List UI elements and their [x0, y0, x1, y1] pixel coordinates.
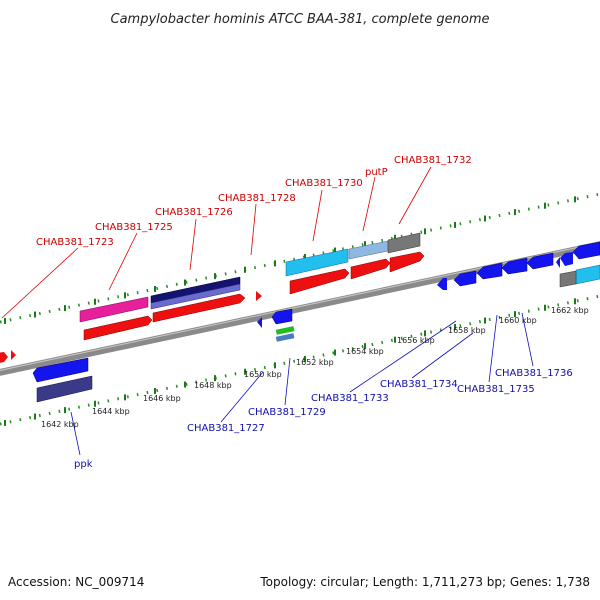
gene-arrow-red-left [0, 352, 8, 363]
gene-arrow-red-2 [152, 293, 246, 323]
gene-label-chab381-1734: CHAB381_1734 [380, 379, 458, 390]
gene-arrow-gray-right [559, 270, 577, 288]
scale-label: 1652 kbp [296, 358, 334, 367]
gene-label-ppk: ppk [74, 459, 93, 470]
scale-label: 1660 kbp [499, 316, 537, 325]
gene-arrow-blue-1 [32, 357, 89, 383]
scale-label: 1654 kbp [346, 347, 384, 356]
gene-arrow-red-left-small [11, 350, 16, 360]
gene-label-chab381-1736: CHAB381_1736 [495, 368, 573, 379]
major-ticks [4, 196, 576, 426]
reverse-leader-lines [70, 312, 534, 456]
gene-arrow-cyan [285, 248, 349, 277]
scale-labels: 1642 kbp 1644 kbp 1646 kbp 1648 kbp 1650… [41, 306, 589, 429]
gene-arrow-magenta [79, 296, 149, 323]
reverse-gene-labels: ppk CHAB381_1727 CHAB381_1729 CHAB381_17… [74, 368, 573, 470]
forward-strand-genes [0, 232, 425, 363]
gene-arrow-blue-7 [526, 252, 554, 270]
gene-arrow-blue-small [257, 317, 262, 328]
gene-arrow-blue-9 [560, 252, 573, 266]
gene-label-putp: putP [365, 167, 388, 178]
outer-tick-ring [0, 192, 600, 324]
topology-summary: Topology: circular; Length: 1,711,273 bp… [259, 575, 590, 589]
forward-gene-labels: CHAB381_1723 CHAB381_1725 CHAB381_1726 C… [36, 155, 472, 248]
gene-arrow-red-3 [289, 268, 350, 295]
gene-label-chab381-1725: CHAB381_1725 [95, 222, 173, 233]
gene-label-chab381-1726: CHAB381_1726 [155, 207, 233, 218]
reverse-strand-genes [32, 241, 600, 403]
gene-arrow-blue-8 [556, 257, 560, 268]
gene-label-chab381-1723: CHAB381_1723 [36, 237, 114, 248]
gene-arrow-cyan-right [575, 264, 600, 285]
gene-box-steel [275, 333, 295, 342]
gene-arrow-blue-6 [501, 257, 528, 275]
gene-arrow-blue-10 [572, 241, 600, 260]
gene-label-chab381-1730: CHAB381_1730 [285, 178, 363, 189]
gene-label-chab381-1735: CHAB381_1735 [457, 384, 535, 395]
scale-label: 1642 kbp [41, 420, 79, 429]
gene-label-chab381-1732: CHAB381_1732 [394, 155, 472, 166]
gene-label-chab381-1729: CHAB381_1729 [248, 407, 326, 418]
gene-arrow-red-1 [83, 315, 153, 341]
scale-label: 1662 kbp [551, 306, 589, 315]
map-title: Campylobacter hominis ATCC BAA-381, comp… [111, 12, 490, 27]
accession-text: Accession: NC_009714 [8, 575, 144, 589]
gene-arrow-blue-4 [453, 270, 477, 287]
gene-arrow-red-5 [389, 251, 425, 273]
gene-arrow-blue-2 [271, 308, 293, 325]
scale-label: 1658 kbp [448, 326, 486, 335]
gene-arrow-slate [150, 283, 241, 310]
gene-arrow-red-small [256, 291, 262, 301]
gene-arrow-darkslate [36, 375, 93, 403]
gene-box-green [275, 326, 295, 335]
gene-arrow-lightblue [348, 240, 389, 260]
gene-label-chab381-1733: CHAB381_1733 [311, 393, 389, 404]
scale-label: 1656 kbp [397, 336, 435, 345]
gene-arrow-red-4 [350, 258, 391, 280]
gene-arrow-gray [387, 232, 421, 254]
scale-label: 1648 kbp [194, 381, 232, 390]
gene-arrow-blue-3 [437, 278, 447, 290]
gene-label-chab381-1728: CHAB381_1728 [218, 193, 296, 204]
scale-label: 1644 kbp [92, 407, 130, 416]
scale-label: 1650 kbp [244, 370, 282, 379]
scale-label: 1646 kbp [143, 394, 181, 403]
forward-leader-lines [1, 166, 432, 319]
gene-label-chab381-1727: CHAB381_1727 [187, 423, 265, 434]
gene-arrow-blue-5 [476, 262, 503, 280]
inner-tick-ring [0, 294, 600, 426]
